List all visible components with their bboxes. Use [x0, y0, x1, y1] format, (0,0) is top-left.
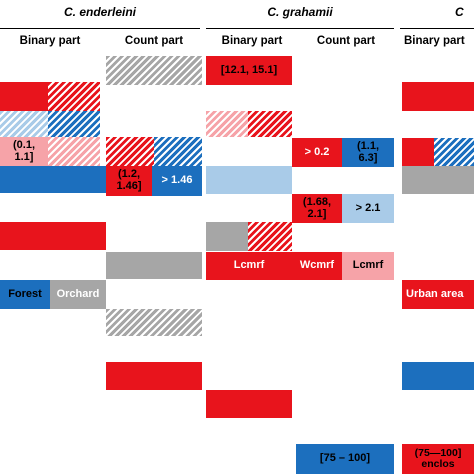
- cell-label: [75 – 100]: [319, 452, 371, 465]
- cell-grahamii-count-r7-right: Lcmrf: [342, 252, 394, 280]
- cell-grahamii-count-r5-left: (1.68, 2.1]: [292, 194, 342, 223]
- cell-third-binary-r10: [402, 362, 474, 390]
- cell-enderleini-binary-r1-right: [48, 82, 100, 111]
- cell-enderleini-binary-r2-right: [48, 111, 100, 137]
- species-header-third: C: [455, 5, 464, 19]
- cell-enderleini-binary-r4: [0, 166, 106, 193]
- cell-enderleini-binary-r8-left: Forest: [0, 280, 50, 309]
- cell-label: > 2.1: [355, 201, 381, 214]
- cell-label: Orchard: [56, 287, 100, 300]
- cell-grahamii-binary-r2-right: [248, 111, 292, 137]
- cell-third-binary-r3-left: [402, 138, 434, 167]
- sub-header-count-grahamii: Count part: [316, 35, 376, 47]
- cell-enderleini-count-r10: [106, 362, 202, 390]
- header-rule-grahamii: [206, 28, 394, 29]
- cell-enderleini-count-r7: [106, 252, 202, 279]
- cell-label: Lcmrf: [233, 259, 265, 272]
- cell-label: Wcmrf: [299, 259, 335, 272]
- cell-enderleini-count-r9: [106, 309, 202, 336]
- cell-enderleini-binary-r3-right: [48, 137, 100, 166]
- cell-label: > 0.2: [304, 145, 330, 158]
- cell-grahamii-count-r3-left: > 0.2: [292, 138, 342, 167]
- cell-grahamii-binary-r7: Lcmrf: [206, 252, 292, 280]
- cell-third-binary-r4: [402, 166, 474, 194]
- species-header-enderleini: C. enderleini: [63, 5, 137, 19]
- cell-grahamii-count-r7-left: Wcmrf: [292, 252, 342, 280]
- cell-enderleini-count-r3-right: [154, 137, 202, 166]
- cell-label: [12.1, 15.1]: [220, 63, 278, 76]
- species-header-grahamii: C. grahamii: [267, 5, 333, 19]
- cell-grahamii-count-r5-right: > 2.1: [342, 194, 394, 223]
- cell-label: (1.68, 2.1]: [302, 195, 332, 220]
- cell-label: Forest: [8, 287, 42, 300]
- cell-label: (1.1, 6.3]: [356, 139, 379, 164]
- cell-grahamii-count-r3-right: (1.1, 6.3]: [342, 138, 394, 167]
- cell-enderleini-binary-r1-left: [0, 82, 48, 111]
- cell-grahamii-binary-r6-right: [248, 222, 292, 251]
- cell-grahamii-binary-r6-left: [206, 222, 248, 251]
- sub-header-binary-grahamii: Binary part: [221, 35, 283, 47]
- cell-enderleini-count-r4-left: (1.2, 1.46]: [106, 166, 152, 196]
- cell-grahamii-count-r12: [75 – 100]: [296, 444, 394, 474]
- cell-label: (0.1, 1.1]: [12, 138, 35, 163]
- cell-enderleini-binary-r6: [0, 222, 106, 250]
- cell-label: (1.2, 1.46]: [116, 168, 142, 192]
- cell-third-binary-r1: [402, 82, 474, 111]
- cell-label: Urban area: [406, 287, 464, 300]
- cell-enderleini-count-r0: [106, 56, 202, 85]
- cell-grahamii-binary-r0: [12.1, 15.1]: [206, 56, 292, 85]
- cell-enderleini-count-r3-left: [106, 137, 154, 166]
- sub-header-binary-enderleini: Binary part: [19, 35, 81, 47]
- cell-third-binary-r12: (75—100] enclos: [402, 444, 474, 474]
- sub-header-binary-third: Binary part: [404, 35, 465, 47]
- cell-enderleini-binary-r8-right: Orchard: [50, 280, 106, 309]
- sub-header-count-enderleini: Count part: [124, 35, 184, 47]
- cell-grahamii-binary-r11: [206, 390, 292, 418]
- cell-third-binary-r8: Urban area: [402, 280, 474, 309]
- cell-enderleini-binary-r2-left: [0, 111, 48, 137]
- cell-third-binary-r3-right: [434, 138, 474, 167]
- cell-enderleini-binary-r3-left: (0.1, 1.1]: [0, 137, 48, 166]
- header-rule-enderleini: [0, 28, 200, 29]
- cell-label: (75—100] enclos: [414, 446, 462, 470]
- cell-label: Lcmrf: [352, 259, 384, 272]
- header-rule-third: [400, 28, 474, 29]
- cell-grahamii-binary-r4: [206, 166, 292, 194]
- cell-grahamii-binary-r2-left: [206, 111, 248, 137]
- cell-label: > 1.46: [161, 174, 193, 187]
- cell-enderleini-count-r4-right: > 1.46: [152, 166, 202, 196]
